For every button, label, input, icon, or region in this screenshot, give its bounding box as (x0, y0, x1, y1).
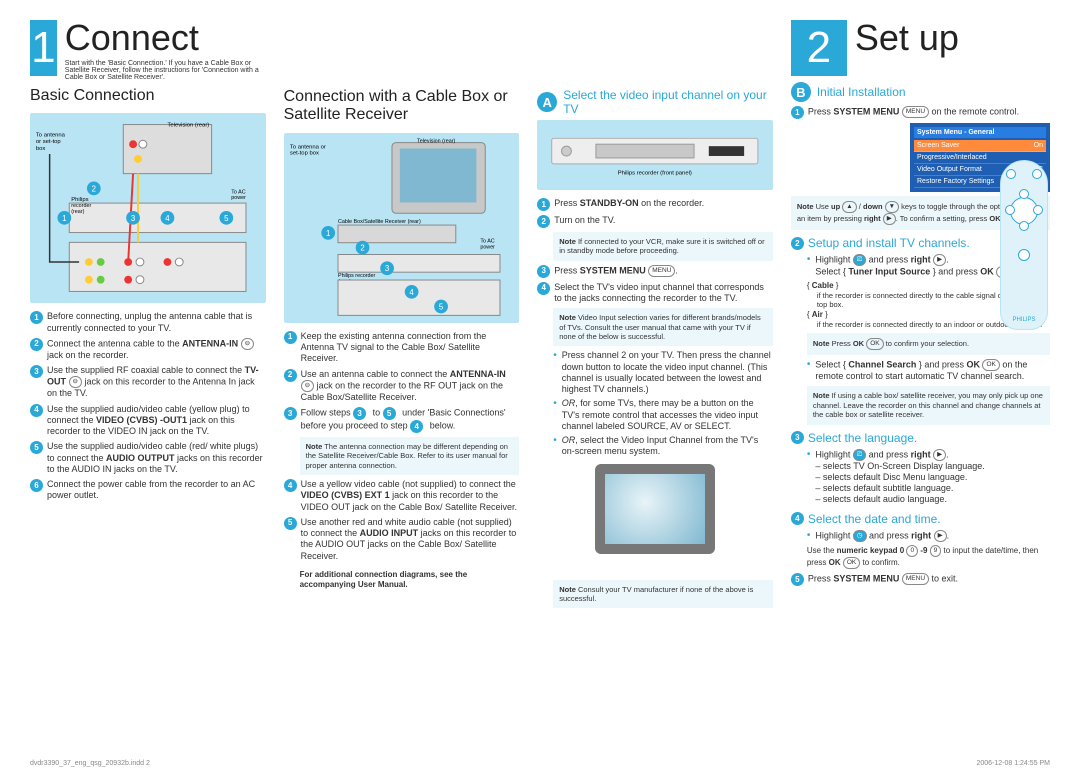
cablebox-diagram: To antenna or set-top box Television (re… (284, 133, 520, 323)
big-number-1: 1 (30, 20, 57, 76)
svg-text:Television (rear): Television (rear) (417, 138, 455, 144)
step-a-list: 1Press STANDBY-ON on the recorder. 2Turn… (537, 198, 773, 228)
step-a-heading: A Select the video input channel on your… (537, 88, 773, 116)
step-b-heading: B Initial Installation (791, 82, 1050, 102)
cablebox-heading: Connection with a Cable Box or Satellite… (284, 88, 520, 125)
svg-text:(rear): (rear) (71, 209, 84, 215)
svg-text:3: 3 (385, 264, 390, 273)
cablebox-steps: 1Keep the existing antenna connection fr… (284, 331, 520, 433)
svg-text:power: power (480, 244, 495, 250)
svg-text:Philips recorder (front panel): Philips recorder (front panel) (618, 171, 692, 177)
basic-connection-diagram: To antenna or set-top box Television (re… (30, 113, 266, 303)
svg-text:Television (rear): Television (rear) (167, 123, 209, 129)
note-video-input: Note Video Input selection varies for di… (553, 308, 773, 346)
svg-text:1: 1 (62, 214, 66, 223)
tv-illustration (585, 464, 725, 574)
connect-subtext: Start with the 'Basic Connection.' If yo… (65, 60, 266, 81)
recorder-front-diagram: Philips recorder (front panel) (537, 120, 773, 190)
setup-heading: Set up (855, 20, 959, 56)
cablebox-note: Note The antenna connection may be diffe… (300, 437, 520, 475)
cablebox-footnote: For additional connection diagrams, see … (300, 570, 520, 591)
svg-text:4: 4 (409, 288, 414, 297)
note-cablebox-channel: Note If using a cable box/ satellite rec… (807, 386, 1050, 424)
svg-text:3: 3 (131, 214, 136, 223)
label-antenna: To antenna (36, 133, 66, 139)
basic-connection-heading: Basic Connection (30, 87, 266, 105)
page-footer: dvdr3390_37_eng_qsg_20932b.indd 2 2006-1… (30, 760, 1050, 767)
note-tv-manufacturer: Note Consult your TV manufacturer if non… (553, 580, 773, 609)
section-1-title: 1 Connect Start with the 'Basic Connecti… (30, 20, 266, 81)
svg-text:set-top box: set-top box (289, 150, 318, 156)
basic-connection-steps: 1Before connecting, unplug the antenna c… (30, 311, 266, 501)
cablebox-steps-2: 4Use a yellow video cable (not supplied)… (284, 479, 520, 562)
svg-text:4: 4 (165, 214, 170, 223)
svg-text:1: 1 (326, 229, 330, 238)
step-4-heading: 4Select the date and time. (791, 512, 1050, 526)
svg-text:2: 2 (92, 185, 96, 194)
svg-text:Cable Box/Satellite Receiver (: Cable Box/Satellite Receiver (rear) (338, 219, 421, 225)
note-confirm: Note Press OK OK to confirm your selecti… (807, 333, 1050, 355)
svg-text:5: 5 (438, 302, 443, 311)
section-2-title: 2 Set up (791, 20, 1050, 76)
svg-text:power: power (231, 196, 246, 202)
svg-text:2: 2 (360, 243, 364, 252)
note-vcr: Note If connected to your VCR, make sure… (553, 232, 773, 261)
remote-illustration: PHILIPS (1000, 160, 1048, 330)
big-number-2: 2 (791, 20, 847, 76)
svg-text:5: 5 (224, 214, 229, 223)
svg-text:or set-top: or set-top (36, 140, 62, 146)
step-3-heading: 3Select the language. (791, 431, 1050, 445)
video-input-options: Press channel 2 on your TV. Then press t… (553, 350, 773, 457)
connect-heading: Connect (65, 20, 266, 56)
svg-text:box: box (36, 146, 46, 152)
